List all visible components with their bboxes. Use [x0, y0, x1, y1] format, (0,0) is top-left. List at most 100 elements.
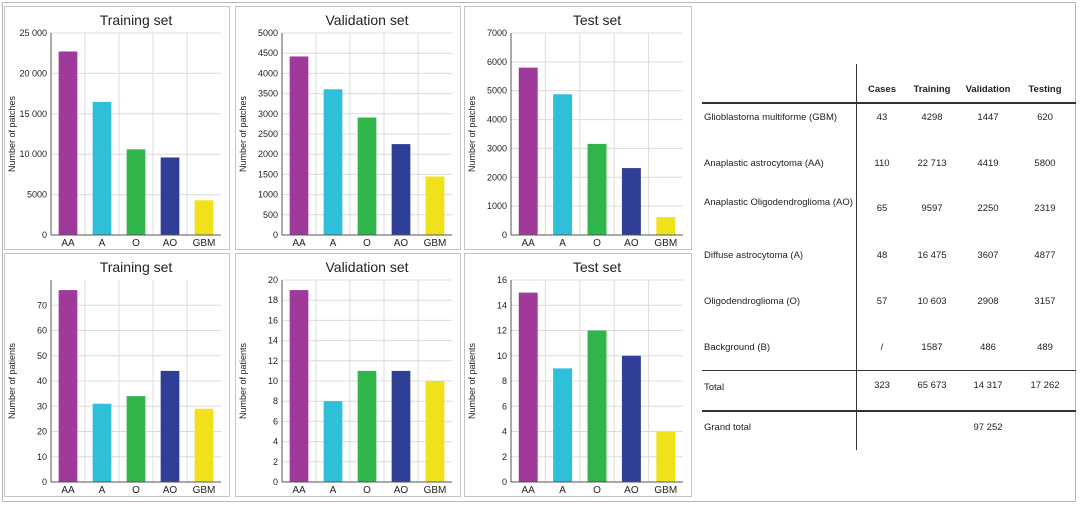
bar-ao [391, 144, 411, 235]
bar-a [92, 403, 112, 482]
bar-o [357, 370, 377, 482]
table-cell: 5800 [1034, 158, 1056, 169]
x-tick-label: A [99, 485, 106, 496]
chart-svg: Validation set Number of patches 0 500 1000 1… [238, 12, 452, 249]
bar-o [357, 117, 377, 235]
table-cell: 4877 [1034, 250, 1056, 261]
y-tick-label: 0 [42, 477, 47, 487]
table-rule-total [702, 370, 1076, 371]
y-tick-label: 5000 [487, 86, 507, 96]
table-total-cell: 17 262 [1030, 380, 1060, 391]
bar-a [323, 401, 343, 482]
table-cell: 486 [980, 342, 996, 353]
y-tick-label: 25 000 [19, 28, 47, 38]
table-cell: 2250 [977, 203, 999, 214]
y-axis-label: Number of patients [7, 342, 17, 419]
table-header: Cases [868, 84, 896, 95]
y-tick-label: 50 [37, 351, 47, 361]
chart-svg: Test set Number of patients 0 2 4 6 8 10 12 14 16 A… [467, 259, 683, 496]
y-tick-label: 2 [502, 452, 507, 462]
y-tick-label: 2500 [258, 129, 278, 139]
y-tick-label: 0 [273, 477, 278, 487]
x-tick-label: AO [624, 485, 639, 496]
y-axis-label: Number of patches [238, 95, 248, 172]
y-tick-label: 0 [42, 230, 47, 240]
table-total-cell: 14 317 [973, 380, 1003, 391]
y-tick-label: 8 [502, 376, 507, 386]
y-tick-label: 4 [502, 427, 507, 437]
table-cell: 3157 [1034, 296, 1056, 307]
y-tick-label: 60 [37, 326, 47, 336]
bar-gbm [656, 217, 676, 235]
chart-title: Validation set [325, 259, 408, 275]
y-tick-label: 18 [268, 295, 278, 305]
x-tick-label: AA [292, 238, 306, 249]
y-tick-label: 0 [502, 230, 507, 240]
chart-svg: Training set Number of patients 0 10 20 30 40 5… [7, 259, 221, 496]
chart-training-patients: Training set Number of patients 0 10 20 30 40 5… [4, 253, 230, 497]
bar-gbm [194, 200, 214, 235]
bar-aa [289, 56, 309, 236]
bar-a [553, 94, 573, 235]
y-tick-label: 10 [268, 376, 278, 386]
y-tick-label: 2 [273, 457, 278, 467]
y-tick-label: 14 [268, 336, 278, 346]
x-tick-label: AO [624, 238, 639, 249]
x-tick-label: A [330, 485, 337, 496]
bar-o [587, 143, 607, 235]
x-tick-label: A [99, 238, 106, 249]
y-tick-label: 14 [497, 300, 507, 310]
y-tick-label: 40 [37, 376, 47, 386]
y-tick-label: 2000 [487, 172, 507, 182]
table-cell: 4298 [921, 112, 943, 123]
x-tick-label: GBM [654, 238, 677, 249]
y-tick-label: 2000 [258, 149, 278, 159]
bar-gbm [656, 431, 676, 482]
table-row-label: Oligodendroglioma (O) [704, 296, 801, 307]
y-tick-label: 70 [37, 300, 47, 310]
bar-o [126, 396, 146, 482]
y-tick-label: 20 [37, 427, 47, 437]
x-tick-label: AA [522, 238, 536, 249]
chart-title: Training set [100, 259, 173, 275]
table-cell: 489 [1037, 342, 1053, 353]
y-tick-label: 16 [268, 315, 278, 325]
y-tick-label: 0 [502, 477, 507, 487]
table-grand-total-label: Grand total [704, 422, 751, 433]
chart-title: Test set [573, 12, 621, 28]
x-tick-label: GBM [193, 485, 216, 496]
bar-o [587, 330, 607, 482]
table-row-label: Anaplastic astrocytoma (AA) [704, 158, 824, 169]
bar-a [323, 89, 343, 236]
table-header: Training [913, 84, 951, 95]
y-tick-label: 7000 [487, 28, 507, 38]
chart-svg: Test set Number of patches 0 1000 2000 3000 40… [467, 12, 683, 249]
x-tick-label: A [559, 238, 566, 249]
bar-a [92, 101, 112, 235]
y-tick-label: 20 000 [19, 68, 47, 78]
chart-training-patches: Training set Number of patches 0 5000 10 000… [4, 6, 230, 250]
y-tick-label: 1500 [258, 169, 278, 179]
y-tick-label: 12 [268, 356, 278, 366]
table-divider-vertical [856, 64, 857, 450]
table-row-label: Anaplastic Oligodendroglioma (AO) [704, 197, 853, 208]
y-tick-label: 500 [263, 210, 278, 220]
x-tick-label: AA [61, 485, 75, 496]
x-tick-label: AO [163, 238, 178, 249]
x-tick-label: AA [292, 485, 306, 496]
x-tick-label: A [330, 238, 337, 249]
table-cell: / [880, 342, 884, 353]
y-tick-label: 10 [37, 452, 47, 462]
y-tick-label: 16 [497, 275, 507, 285]
table-cell: 620 [1037, 112, 1053, 123]
chart-title: Validation set [325, 12, 408, 28]
y-tick-label: 10 000 [19, 149, 47, 159]
table-cell: 57 [876, 296, 888, 307]
chart-test-patients: Test set Number of patients 0 2 4 6 8 10 12 14 16 A… [464, 253, 692, 497]
table-header: Testing [1028, 84, 1062, 95]
table-cell: 43 [876, 112, 888, 123]
bar-aa [58, 290, 78, 482]
bar-a [553, 368, 573, 482]
x-tick-label: O [593, 238, 601, 249]
